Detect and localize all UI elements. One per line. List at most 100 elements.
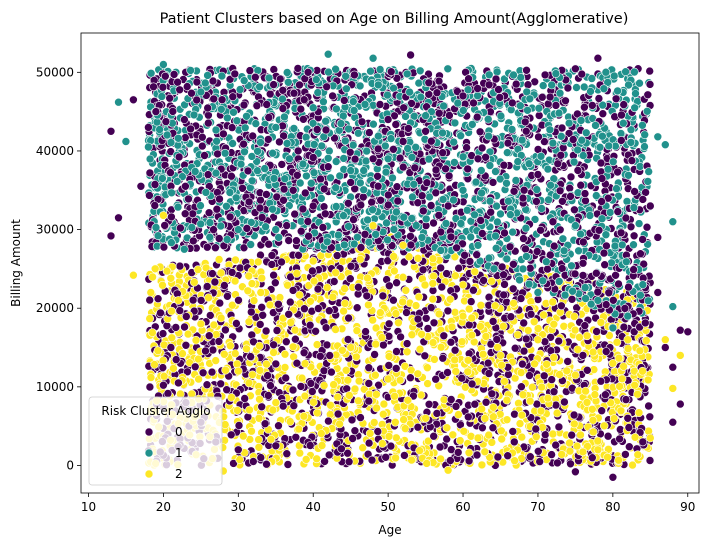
data-point bbox=[619, 362, 628, 371]
data-point bbox=[537, 92, 547, 102]
data-point bbox=[473, 91, 482, 100]
data-point bbox=[392, 182, 402, 191]
data-point bbox=[424, 399, 434, 409]
data-point bbox=[615, 382, 624, 391]
data-point bbox=[624, 442, 634, 452]
data-point bbox=[484, 253, 494, 263]
data-point bbox=[411, 301, 421, 310]
data-point bbox=[448, 430, 458, 440]
data-point bbox=[422, 459, 432, 468]
data-point bbox=[532, 185, 542, 194]
data-point bbox=[146, 288, 156, 297]
data-point bbox=[324, 416, 333, 426]
data-point bbox=[587, 453, 597, 463]
data-point bbox=[307, 387, 317, 396]
data-point bbox=[183, 329, 193, 339]
data-point bbox=[257, 402, 267, 412]
data-point bbox=[601, 347, 611, 356]
data-point bbox=[260, 419, 270, 429]
data-point bbox=[171, 355, 181, 364]
data-point bbox=[451, 402, 461, 411]
data-point bbox=[328, 292, 338, 302]
data-point bbox=[502, 395, 512, 405]
data-point bbox=[470, 399, 480, 409]
data-point bbox=[254, 413, 264, 423]
data-point bbox=[235, 455, 244, 464]
data-point bbox=[371, 339, 381, 349]
data-point bbox=[437, 282, 447, 292]
data-point bbox=[442, 434, 452, 444]
data-point bbox=[503, 451, 513, 461]
data-point bbox=[391, 433, 401, 443]
data-point bbox=[605, 331, 614, 340]
data-point bbox=[282, 221, 292, 230]
data-point bbox=[597, 406, 607, 416]
data-point bbox=[354, 396, 363, 406]
data-point bbox=[322, 283, 332, 292]
data-point bbox=[270, 278, 280, 288]
data-point bbox=[300, 391, 310, 401]
data-point bbox=[340, 284, 349, 293]
data-point bbox=[446, 337, 456, 347]
data-point bbox=[435, 442, 445, 452]
data-point bbox=[292, 358, 302, 368]
data-point bbox=[283, 78, 293, 87]
data-point bbox=[158, 363, 168, 372]
data-point bbox=[423, 324, 433, 333]
data-point bbox=[391, 309, 401, 318]
data-point bbox=[313, 304, 323, 313]
data-point bbox=[457, 337, 467, 347]
data-point bbox=[163, 389, 173, 398]
data-point bbox=[396, 332, 405, 342]
data-point bbox=[202, 380, 212, 390]
data-point bbox=[362, 291, 372, 301]
data-point bbox=[308, 266, 317, 276]
data-point bbox=[317, 441, 327, 450]
data-point bbox=[554, 422, 564, 432]
data-point bbox=[519, 346, 529, 356]
data-point bbox=[525, 396, 535, 406]
data-point bbox=[569, 312, 579, 321]
data-point bbox=[417, 329, 426, 339]
data-point bbox=[379, 399, 389, 409]
data-point bbox=[339, 306, 348, 316]
data-point bbox=[590, 390, 600, 399]
data-point bbox=[343, 335, 353, 344]
data-point bbox=[230, 349, 240, 358]
data-point bbox=[576, 430, 585, 440]
data-point bbox=[603, 431, 613, 441]
data-point bbox=[497, 434, 507, 444]
data-point bbox=[500, 280, 509, 289]
data-point bbox=[190, 277, 199, 287]
data-point bbox=[372, 390, 381, 399]
data-point bbox=[638, 366, 647, 376]
data-point bbox=[210, 277, 220, 287]
data-point bbox=[454, 410, 463, 419]
data-point bbox=[418, 265, 428, 275]
data-point bbox=[643, 90, 653, 100]
data-point bbox=[498, 321, 508, 331]
data-point bbox=[321, 323, 331, 333]
data-point bbox=[438, 353, 448, 363]
data-point bbox=[391, 364, 401, 373]
data-point bbox=[324, 306, 334, 316]
data-point bbox=[346, 261, 356, 271]
data-point bbox=[280, 363, 290, 372]
data-point bbox=[407, 455, 416, 465]
data-point bbox=[484, 430, 494, 440]
data-point bbox=[216, 268, 226, 278]
data-point bbox=[580, 283, 590, 292]
data-point bbox=[443, 368, 452, 377]
data-point bbox=[332, 251, 342, 260]
data-point bbox=[296, 382, 306, 391]
data-point bbox=[300, 359, 310, 368]
data-point bbox=[429, 271, 438, 281]
data-point bbox=[194, 354, 203, 364]
data-point bbox=[191, 335, 201, 345]
data-point bbox=[450, 345, 460, 355]
data-point bbox=[364, 438, 374, 448]
data-point bbox=[283, 460, 293, 469]
data-point bbox=[481, 332, 491, 341]
data-point bbox=[389, 266, 399, 276]
data-point bbox=[175, 306, 185, 315]
